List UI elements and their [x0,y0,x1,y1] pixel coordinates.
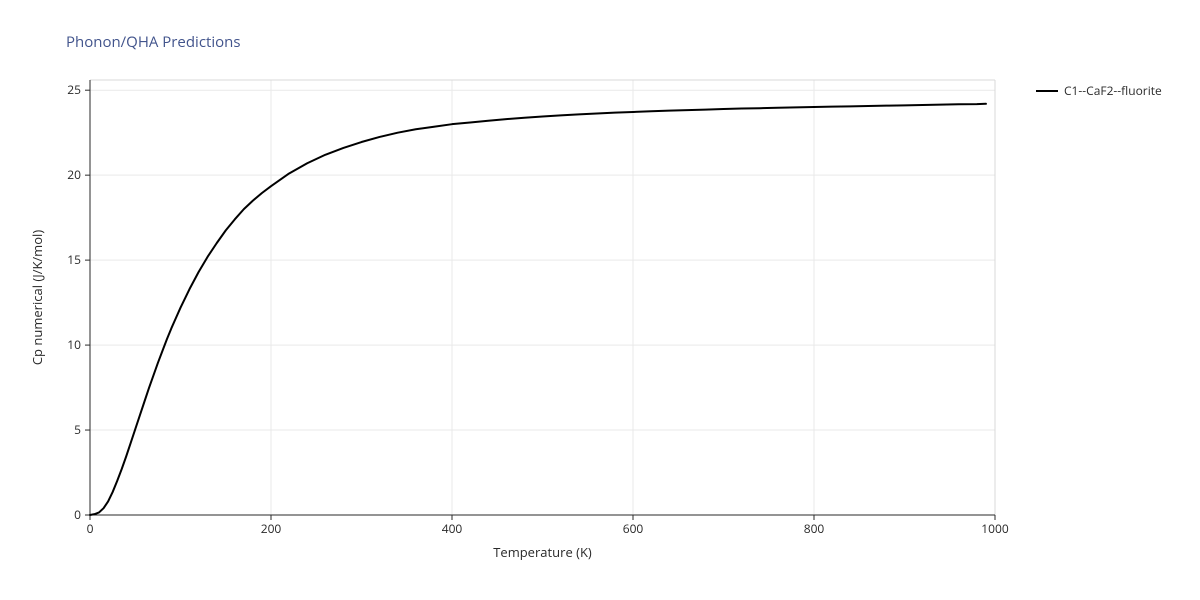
svg-text:200: 200 [261,520,282,537]
svg-text:0: 0 [74,506,81,523]
legend-swatch [1036,90,1058,92]
svg-text:400: 400 [442,520,463,537]
svg-text:600: 600 [623,520,644,537]
legend-label: C1--CaF2--fluorite [1064,82,1162,99]
svg-text:5: 5 [74,421,81,438]
svg-text:15: 15 [67,251,81,268]
legend: C1--CaF2--fluorite [1036,82,1162,99]
svg-text:800: 800 [804,520,825,537]
svg-text:0: 0 [87,520,94,537]
line-chart: 0 200 400 600 800 1000 0 5 10 15 20 25 Temperature (… [0,0,1200,600]
svg-text:25: 25 [67,81,81,98]
svg-text:Temperature (K): Temperature (K) [493,543,592,561]
svg-text:1000: 1000 [981,520,1009,537]
chart-container: Phonon/QHA Predictions 02004006008001000… [0,0,1200,600]
svg-text:Cp numerical (J/K/mol): Cp numerical (J/K/mol) [28,230,46,365]
svg-text:20: 20 [67,166,81,183]
svg-text:10: 10 [67,336,81,353]
